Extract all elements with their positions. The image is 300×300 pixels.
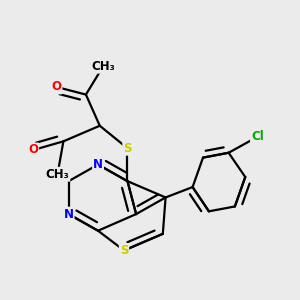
Text: S: S	[123, 142, 132, 155]
Text: CH₃: CH₃	[46, 168, 69, 181]
Text: S: S	[120, 244, 128, 257]
Text: CH₃: CH₃	[92, 60, 115, 73]
Text: N: N	[93, 158, 103, 171]
Text: N: N	[64, 208, 74, 220]
Text: O: O	[52, 80, 61, 94]
Text: O: O	[28, 143, 38, 157]
Text: Cl: Cl	[251, 130, 264, 143]
